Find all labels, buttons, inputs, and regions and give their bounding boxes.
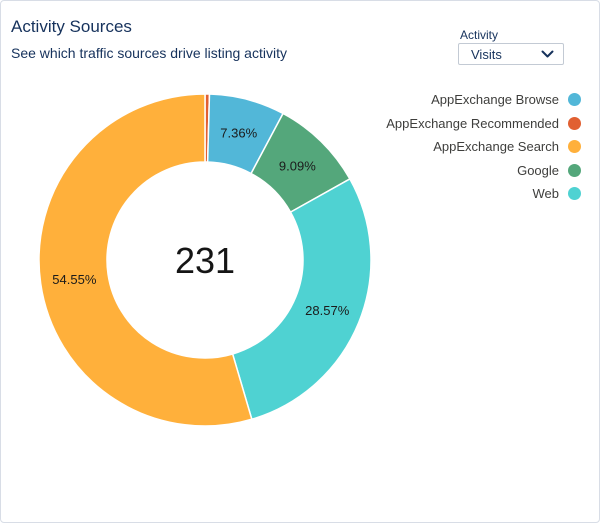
activity-filter-label: Activity: [460, 28, 499, 42]
legend-label: Web: [532, 186, 560, 201]
donut-slice-appexchange-search[interactable]: [38, 93, 253, 427]
slice-label-google: 9.09%: [279, 159, 316, 174]
legend-swatch: [568, 163, 581, 177]
chevron-down-icon: [541, 50, 554, 58]
legend-item-web[interactable]: Web: [341, 185, 581, 209]
slice-label-appexchange-browse: 7.36%: [220, 125, 257, 140]
legend-label: Google: [517, 162, 559, 178]
legend-label: AppExchange Search: [433, 139, 559, 154]
donut-slice-web[interactable]: [231, 177, 372, 421]
slice-label-web: 28.57%: [305, 303, 350, 318]
donut-center-value: 231: [175, 240, 235, 281]
legend-swatch: [568, 140, 581, 153]
legend-item-appexchange-browse[interactable]: AppExchange Browse: [341, 91, 581, 115]
legend-swatch: [568, 187, 581, 200]
activity-filter-select[interactable]: Visits: [458, 43, 564, 65]
card-title: Activity Sources: [11, 17, 132, 36]
legend-item-appexchange-recommended[interactable]: AppExchange Recommended: [341, 115, 581, 139]
slice-label-appexchange-search: 54.55%: [52, 272, 97, 287]
activity-filter-value: Visits: [471, 47, 502, 62]
legend-item-appexchange-search[interactable]: AppExchange Search: [341, 138, 581, 162]
legend-label: AppExchange Browse: [431, 92, 559, 107]
legend-item-google[interactable]: Google: [341, 162, 581, 186]
card-subtitle: See which traffic sources drive listing …: [11, 45, 287, 61]
chart-legend: AppExchange Browse AppExchange Recommende…: [341, 91, 581, 209]
legend-swatch: [568, 93, 581, 106]
legend-swatch: [568, 116, 581, 130]
legend-label: AppExchange Recommended: [386, 115, 559, 131]
